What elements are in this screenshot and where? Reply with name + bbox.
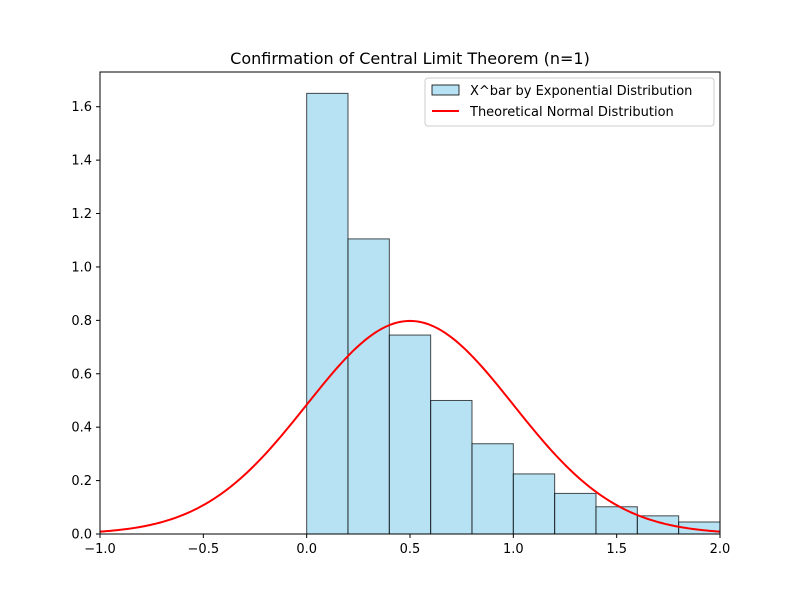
histogram-bar xyxy=(347,238,390,535)
x-tick-label: 1.5 xyxy=(606,542,627,557)
y-tick-label: 0.8 xyxy=(71,314,92,329)
histogram-bar xyxy=(471,443,514,535)
y-axis: 0.0 0.2 0.4 0.6 0.8 1.0 1.2 1.4 1.6 xyxy=(71,100,100,543)
x-tick-label: −0.5 xyxy=(188,542,220,557)
legend-box xyxy=(424,77,715,127)
legend-swatch-histogram xyxy=(431,84,460,96)
normal-curve-line xyxy=(99,319,721,533)
x-tick-label: 1.0 xyxy=(503,542,524,557)
x-tick-label: −1.0 xyxy=(84,542,116,557)
plot-area xyxy=(99,92,721,535)
histogram-bar xyxy=(306,92,349,535)
x-tick-label: 0.0 xyxy=(296,542,317,557)
y-tick-label: 1.4 xyxy=(71,154,92,169)
chart-title: Confirmation of Central Limit Theorem (n… xyxy=(230,49,590,68)
histogram-bar xyxy=(595,506,638,535)
legend: X^bar by Exponential Distribution Theore… xyxy=(424,77,715,127)
y-tick-label: 1.0 xyxy=(71,260,92,275)
histogram-bar xyxy=(388,334,432,535)
y-tick-label: 0.4 xyxy=(71,421,92,436)
histogram-bar xyxy=(430,399,473,535)
x-tick-label: 2.0 xyxy=(710,542,731,557)
x-tick-label: 0.5 xyxy=(400,542,421,557)
y-tick-label: 1.6 xyxy=(71,100,92,115)
y-tick-label: 1.2 xyxy=(71,207,92,222)
legend-label-normal-curve: Theoretical Normal Distribution xyxy=(469,105,674,120)
histogram-bar xyxy=(554,492,597,535)
histogram-bar xyxy=(512,473,556,535)
y-tick-label: 0.0 xyxy=(71,528,92,543)
legend-label-histogram: X^bar by Exponential Distribution xyxy=(470,84,692,99)
x-axis: −1.0 −0.5 0.0 0.5 1.0 1.5 2.0 xyxy=(84,534,730,557)
y-tick-label: 0.2 xyxy=(71,474,92,489)
y-tick-label: 0.6 xyxy=(71,367,92,382)
